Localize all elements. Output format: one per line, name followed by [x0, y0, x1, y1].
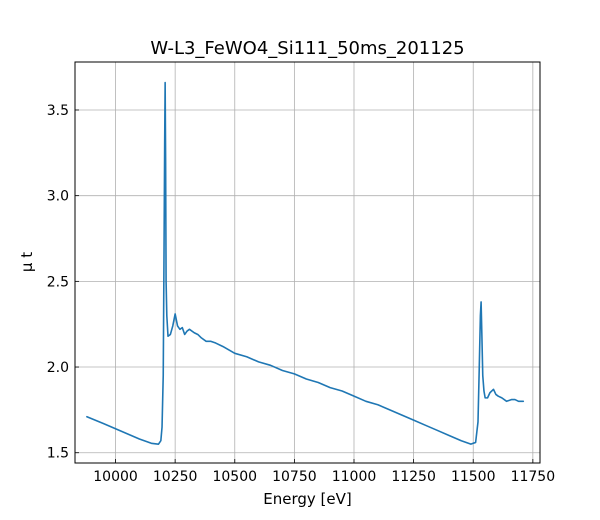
y-tick-label: 3.0 — [47, 189, 69, 205]
y-tick-label: 2.5 — [47, 274, 69, 290]
chart-title: W-L3_FeWO4_Si111_50ms_201125 — [150, 38, 464, 59]
y-axis-title: μ t — [18, 252, 36, 272]
x-tick-label: 11500 — [451, 469, 496, 485]
y-tick-label: 1.5 — [47, 446, 69, 462]
x-tick-label: 10250 — [153, 469, 198, 485]
series-layer — [86, 81, 525, 445]
x-tick-label: 11750 — [511, 469, 556, 485]
x-axis-title: Energy [eV] — [263, 490, 351, 508]
x-tick-label: 10000 — [93, 469, 138, 485]
x-tick-label: 11250 — [391, 469, 436, 485]
x-tick-label: 11000 — [332, 469, 377, 485]
x-tick-label: 10500 — [212, 469, 257, 485]
ticks: 10000 10250 10500 10750 11000 11250 11500 11750… — [47, 103, 555, 485]
grid — [75, 62, 540, 463]
x-tick-label: 10750 — [272, 469, 317, 485]
plot-frame — [74, 61, 541, 464]
series-line — [86, 81, 525, 445]
y-tick-label: 3.5 — [47, 103, 69, 119]
y-tick-label: 2.0 — [47, 360, 69, 376]
